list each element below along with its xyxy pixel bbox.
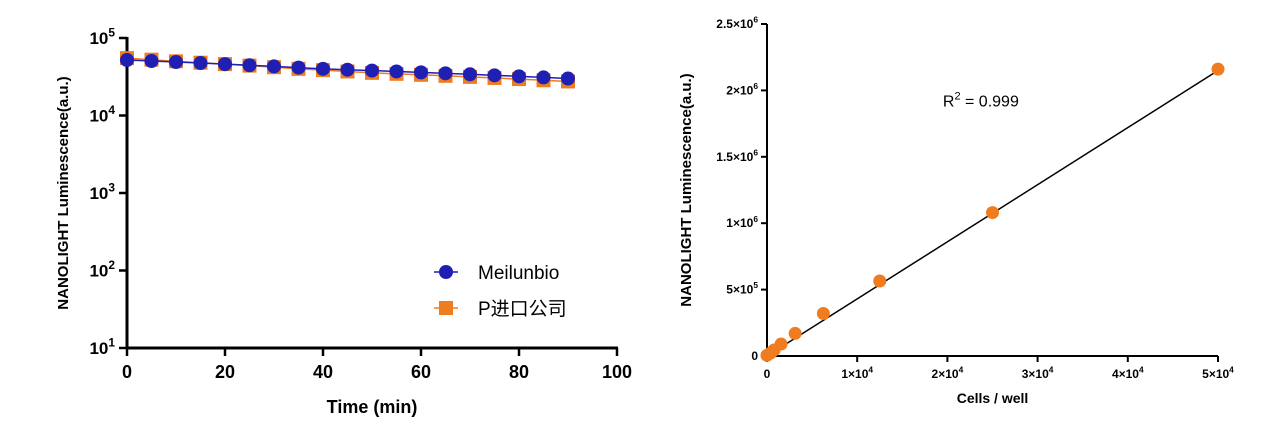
left-x-tick-label: 80 [509,362,529,382]
data-point-circle [267,59,281,74]
scatter-point [873,274,887,288]
data-point-circle [242,58,257,73]
right-x-tick-label: 4×104 [1112,365,1144,381]
data-point-circle [193,56,208,71]
data-point-circle [120,53,134,68]
right-x-tick-label: 3×104 [1022,365,1054,381]
right-x-tick-label: 1×104 [841,365,873,381]
data-point-circle [365,63,379,78]
r-squared-annotation: R2 = 0.999 [943,90,1019,110]
right-y-tick-label: 2×106 [726,81,758,97]
data-point-circle [487,68,502,83]
scatter-point [774,337,788,351]
left-x-tick-label: 20 [215,362,235,382]
left-y-ticks: 101 102 103 104 105 [89,25,127,358]
right-y-tick-label: 0 [751,349,758,363]
data-point-circle [561,71,575,86]
legend-label: P进口公司 [478,298,567,320]
scatter-point [816,307,830,321]
right-x-tick-label: 2×104 [932,365,964,381]
left-y-axis-title: NANOLIGHT Luminescence(a.u.) [55,76,72,309]
data-point-circle [218,57,232,72]
left-series [120,51,575,89]
data-point-circle [144,53,159,68]
left-y-tick-label: 103 [89,180,115,203]
scatter-point [1211,62,1225,76]
right-y-axis-title: NANOLIGHT Luminescence(a.u.) [678,73,695,306]
right-chart-linearity: 0 5×105 1×106 1.5×106 2×106 2.5×106 0 1×104 2×1… [678,15,1234,406]
right-x-tick-label: 0 [764,367,771,381]
data-point-circle [536,70,551,85]
data-point-circle [340,62,355,77]
data-point-circle [169,55,183,70]
right-y-ticks: 0 5×105 1×106 1.5×106 2×106 2.5×106 [716,15,767,363]
left-x-axis-title: Time (min) [327,397,418,417]
left-legend: Meilunbio P进口公司 [434,263,567,320]
data-point-circle [316,61,330,76]
left-y-tick-label: 102 [89,258,115,281]
right-data-points [760,62,1225,362]
legend-circle-marker [439,265,453,279]
right-y-tick-label: 1.5×106 [716,147,758,163]
left-y-tick-label: 105 [89,25,115,48]
data-point-circle [414,65,428,80]
right-x-axis-title: Cells / well [957,390,1029,406]
left-y-tick-label: 101 [89,335,115,358]
left-x-ticks: 0 20 40 60 80 100 [122,348,632,382]
left-x-tick-label: 40 [313,362,333,382]
data-point-circle [512,69,526,84]
right-y-tick-label: 1×106 [726,214,758,230]
scatter-point [788,326,802,340]
left-x-tick-label: 0 [122,362,132,382]
left-x-tick-label: 100 [602,362,632,382]
data-point-circle [463,67,477,82]
right-y-tick-label: 2.5×106 [716,15,758,31]
right-x-ticks: 0 1×104 2×104 3×104 4×104 5×104 [764,356,1234,381]
left-x-tick-label: 60 [411,362,431,382]
right-x-tick-label: 5×104 [1202,365,1234,381]
data-point-circle [291,60,306,75]
scatter-point [986,206,999,220]
right-y-tick-label: 5×105 [726,280,758,296]
legend-square-marker [439,301,453,315]
data-point-circle [438,66,453,81]
legend-label: Meilunbio [478,263,559,284]
left-y-tick-label: 104 [89,103,115,126]
data-point-circle [389,64,404,79]
